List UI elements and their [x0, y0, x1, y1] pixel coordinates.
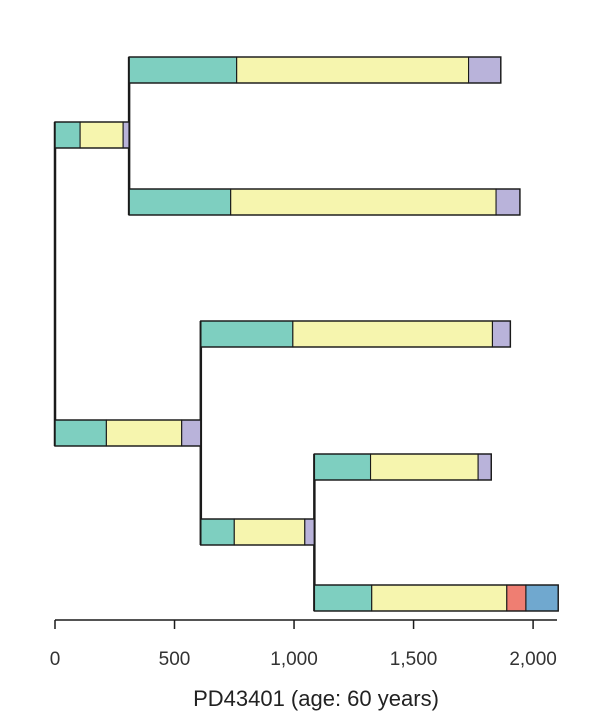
x-tick-label: 500 — [159, 649, 191, 670]
x-axis: 0 500 1,000 1,500 2,000 — [50, 619, 557, 670]
branch-2-segment-yellow — [79, 121, 124, 149]
branch-7-segment-yellow — [233, 518, 306, 546]
branch-3-segment-teal — [128, 188, 232, 216]
branch-1-segment-yellow — [236, 56, 470, 84]
branch-1 — [128, 56, 502, 84]
branch-5-segment-lavender — [181, 419, 202, 447]
branch-4-outline — [200, 320, 512, 348]
branch-4 — [200, 320, 512, 348]
branch-8-segment-yellow — [371, 584, 508, 612]
branch-6-outline — [313, 453, 492, 481]
branch-5-segment-yellow — [105, 419, 183, 447]
branch-1-outline — [128, 56, 502, 84]
branch-3-outline — [128, 188, 521, 216]
branch-5-segment-teal — [54, 419, 107, 447]
branch-7-segment-teal — [200, 518, 235, 546]
branch-4-segment-yellow — [292, 320, 494, 348]
branch-6-segment-lavender — [477, 453, 492, 481]
branch-3-segment-yellow — [230, 188, 497, 216]
branch-3-segment-lavender — [495, 188, 521, 216]
x-tick-label: 1,500 — [390, 649, 438, 670]
branch-2-outline — [54, 121, 130, 149]
branch-7-segment-lavender — [304, 518, 315, 546]
branch-8-segment-teal — [313, 584, 373, 612]
branch-5 — [54, 419, 202, 447]
branch-1-segment-teal — [128, 56, 238, 84]
branch-2 — [54, 121, 130, 149]
branch-2-segment-teal — [54, 121, 81, 149]
x-tick-label: 0 — [50, 649, 61, 670]
branch-5-outline — [54, 419, 202, 447]
branch-8 — [313, 584, 559, 612]
x-tick-label: 2,000 — [509, 649, 557, 670]
branches-layer — [54, 56, 559, 612]
branch-6-segment-yellow — [369, 453, 479, 481]
branch-7 — [200, 518, 316, 546]
branch-4-segment-teal — [200, 320, 294, 348]
branch-6-segment-teal — [313, 453, 372, 481]
branch-2-segment-lavender — [122, 121, 130, 149]
branch-8-segment-red — [506, 584, 527, 612]
branch-7-outline — [200, 518, 316, 546]
branch-3 — [128, 188, 521, 216]
x-axis-title: PD43401 (age: 60 years) — [193, 686, 439, 711]
x-tick-label: 1,000 — [270, 649, 318, 670]
branch-1-segment-lavender — [468, 56, 502, 84]
branch-4-segment-lavender — [491, 320, 511, 348]
branch-6 — [313, 453, 492, 481]
branch-8-outline — [313, 584, 559, 612]
branch-8-segment-blue — [525, 584, 559, 612]
